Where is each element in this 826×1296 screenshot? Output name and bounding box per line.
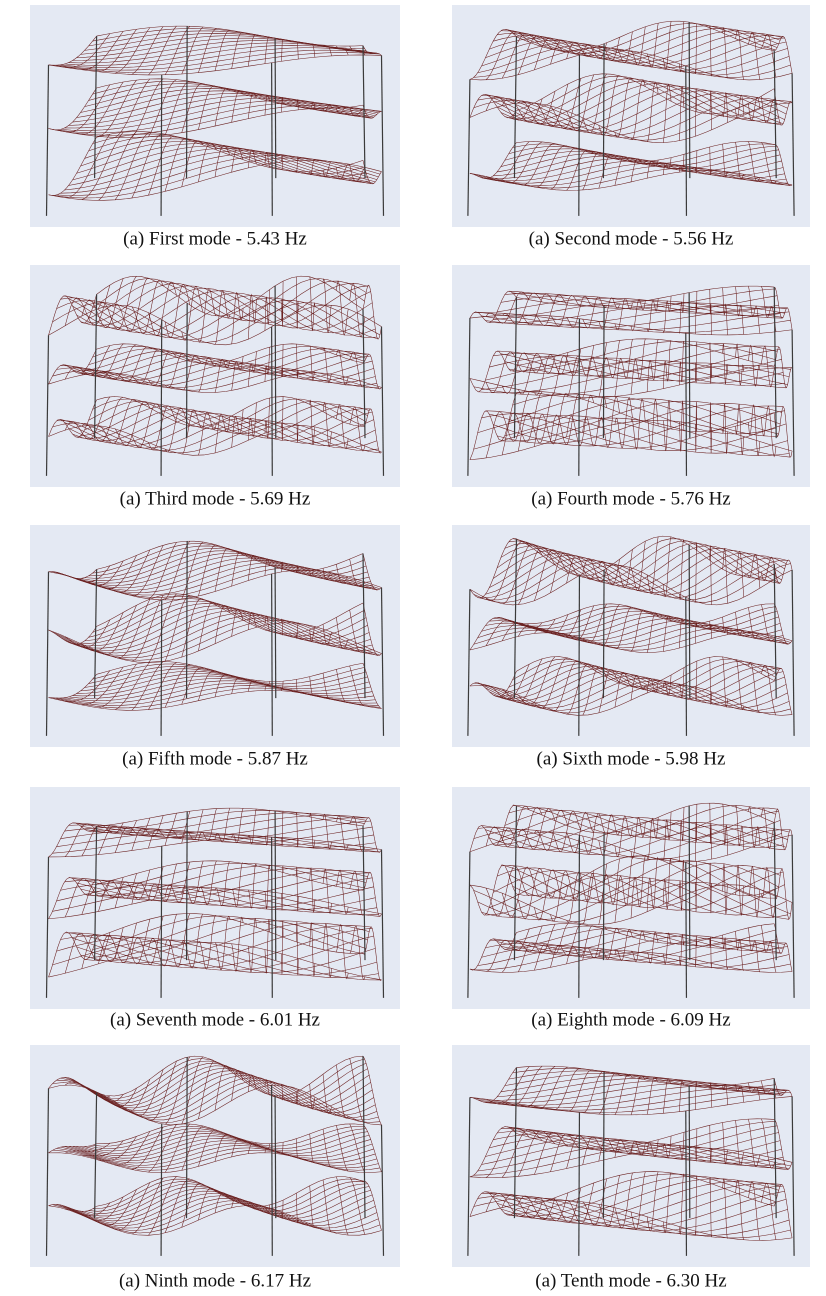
panel-background	[452, 5, 810, 227]
column	[275, 286, 276, 438]
column	[275, 811, 276, 960]
column	[272, 63, 273, 216]
column	[579, 1112, 580, 1255]
caption: (a) Fifth mode - 5.87 Hz	[122, 748, 308, 769]
mode-shape-panel	[452, 525, 810, 747]
column	[187, 541, 188, 698]
column	[603, 306, 604, 438]
column	[579, 575, 580, 735]
caption: (a) Eighth mode - 6.09 Hz	[531, 1009, 730, 1030]
panel-background	[30, 265, 400, 487]
column	[275, 1096, 276, 1218]
mode-shape-panel	[30, 5, 400, 227]
column	[689, 545, 690, 698]
caption: (a) Tenth mode - 6.30 Hz	[535, 1270, 726, 1291]
column	[187, 1057, 188, 1218]
column	[686, 66, 687, 216]
column	[275, 38, 276, 178]
mode-shape-panel	[452, 1045, 810, 1267]
column	[272, 327, 273, 476]
column	[689, 293, 690, 439]
panel-background	[452, 787, 810, 1009]
mode-shape-panel	[30, 265, 400, 487]
column	[161, 600, 162, 736]
column	[689, 806, 690, 960]
column	[686, 597, 687, 736]
mode-shape-panel	[452, 787, 810, 1009]
caption: (a) Sixth mode - 5.98 Hz	[537, 748, 726, 769]
column	[579, 55, 580, 216]
panel-background	[452, 265, 810, 487]
column	[603, 833, 604, 960]
panel-background	[30, 787, 400, 1009]
mode-shape-panel	[30, 525, 400, 747]
column	[275, 567, 276, 698]
column	[272, 1085, 273, 1256]
column	[272, 574, 273, 736]
mode-shape-panel	[452, 5, 810, 227]
column	[689, 1086, 690, 1219]
column	[187, 26, 188, 178]
column	[161, 75, 162, 216]
column	[686, 1111, 687, 1256]
caption: (a) Third mode - 5.69 Hz	[120, 488, 311, 509]
caption: (a) Second mode - 5.56 Hz	[529, 228, 734, 249]
column	[579, 319, 580, 476]
column	[603, 1072, 604, 1218]
caption: (a) First mode - 5.43 Hz	[123, 228, 307, 249]
column	[689, 22, 690, 178]
mode-shape-panel	[452, 265, 810, 487]
column	[161, 846, 162, 998]
column	[686, 333, 687, 476]
column	[161, 1124, 162, 1256]
column	[161, 320, 162, 476]
column	[187, 812, 188, 961]
column	[187, 303, 188, 438]
caption: (a) Fourth mode - 5.76 Hz	[531, 488, 730, 509]
column	[686, 862, 687, 998]
figure: (a) First mode - 5.43 Hz (a) Second mode …	[0, 0, 826, 1296]
column	[603, 570, 604, 698]
caption: (a) Seventh mode - 6.01 Hz	[110, 1009, 320, 1030]
column	[579, 835, 580, 998]
column	[272, 837, 273, 998]
caption: (a) Ninth mode - 6.17 Hz	[119, 1270, 311, 1291]
column	[603, 44, 604, 178]
mode-shape-panel	[30, 787, 400, 1009]
mode-shape-panel	[30, 1045, 400, 1267]
